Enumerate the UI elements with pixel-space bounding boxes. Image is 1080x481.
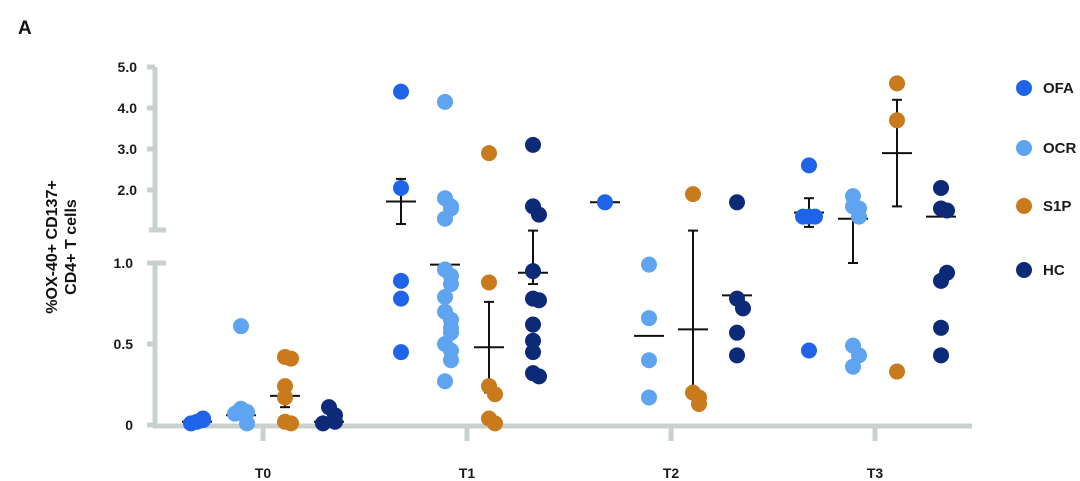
- data-point-hc: [729, 194, 745, 211]
- data-point-hc: [531, 292, 547, 309]
- data-point-ocr: [443, 352, 459, 369]
- data-point-ofa: [183, 415, 199, 432]
- data-point-ocr: [437, 373, 453, 390]
- data-point-ofa: [195, 412, 211, 429]
- data-point-s1p: [889, 112, 905, 129]
- legend-marker-icon: [1016, 80, 1032, 96]
- legend-item-s1p: S1P: [1016, 198, 1071, 215]
- legend-item-ocr: OCR: [1016, 140, 1077, 157]
- y-tick-label: 0: [125, 417, 133, 433]
- data-point-s1p: [487, 415, 503, 432]
- legend-label: OFA: [1043, 80, 1074, 97]
- x-tick-label-t2: T2: [663, 465, 680, 481]
- data-point-ofa: [795, 208, 811, 225]
- y-tick-label: 1.0: [114, 255, 134, 271]
- legend-label: S1P: [1043, 198, 1071, 215]
- data-point-s1p: [481, 274, 497, 291]
- legend-marker-icon: [1016, 198, 1032, 214]
- data-point-s1p: [889, 75, 905, 92]
- data-point-s1p: [283, 350, 299, 367]
- data-point-ocr: [641, 310, 657, 327]
- data-point-s1p: [277, 389, 293, 406]
- data-point-ocr: [437, 210, 453, 227]
- data-point-hc: [525, 316, 541, 333]
- data-point-hc: [933, 319, 949, 336]
- data-point-s1p: [691, 395, 707, 412]
- data-point-hc: [729, 324, 745, 341]
- data-point-ocr: [845, 358, 861, 375]
- data-point-hc: [525, 136, 541, 153]
- data-point-s1p: [481, 145, 497, 162]
- legend-marker-icon: [1016, 140, 1032, 156]
- data-point-ocr: [239, 404, 255, 421]
- data-point-hc: [939, 264, 955, 281]
- data-point-hc: [525, 344, 541, 361]
- data-point-ofa: [393, 179, 409, 196]
- data-point-hc: [939, 202, 955, 219]
- y-tick-label: 0.5: [114, 336, 134, 352]
- y-tick-label: 4.0: [118, 100, 138, 116]
- data-point-ocr: [233, 318, 249, 335]
- y-tick-label: 3.0: [118, 141, 138, 157]
- data-point-s1p: [889, 363, 905, 380]
- legend: OFA OCR S1P HC: [1016, 80, 1077, 279]
- error-bars: [182, 98, 956, 423]
- data-point-ocr: [641, 352, 657, 369]
- data-point-ofa: [393, 83, 409, 100]
- data-point-ocr: [227, 405, 243, 422]
- x-tick-label-t3: T3: [867, 465, 884, 481]
- y-tick-label: 5.0: [118, 59, 138, 75]
- data-point-s1p: [283, 415, 299, 432]
- data-point-s1p: [277, 378, 293, 395]
- legend-marker-icon: [1016, 262, 1032, 278]
- data-point-ocr: [239, 415, 255, 432]
- data-point-hc: [531, 368, 547, 385]
- data-point-ocr: [437, 289, 453, 306]
- legend-item-ofa: OFA: [1016, 80, 1074, 97]
- data-point-hc: [315, 415, 331, 432]
- data-point-ofa: [597, 194, 613, 211]
- data-points: [183, 75, 955, 432]
- data-point-ofa: [393, 344, 409, 361]
- data-point-ofa: [801, 342, 817, 359]
- data-point-hc: [933, 347, 949, 364]
- data-point-hc: [735, 300, 751, 317]
- panel-label: A: [18, 18, 32, 39]
- data-point-ofa: [393, 272, 409, 289]
- data-point-ocr: [437, 93, 453, 110]
- data-point-hc: [933, 179, 949, 196]
- data-point-hc: [525, 332, 541, 349]
- data-point-hc: [729, 347, 745, 364]
- data-point-ocr: [443, 276, 459, 293]
- x-tick-label-t1: T1: [459, 465, 476, 481]
- data-point-ocr: [851, 208, 867, 225]
- legend-label: OCR: [1043, 140, 1077, 157]
- data-point-hc: [525, 263, 541, 280]
- data-point-s1p: [487, 386, 503, 403]
- data-point-hc: [327, 413, 343, 430]
- data-point-hc: [531, 206, 547, 223]
- data-point-ofa: [801, 157, 817, 174]
- y-tick-label: 2.0: [118, 182, 138, 198]
- legend-item-hc: HC: [1016, 262, 1065, 279]
- data-point-s1p: [685, 186, 701, 203]
- data-point-ofa: [393, 290, 409, 307]
- data-point-ocr: [641, 389, 657, 406]
- x-tick-label-t0: T0: [255, 465, 272, 481]
- legend-label: HC: [1043, 262, 1065, 279]
- data-point-ocr: [641, 256, 657, 273]
- data-point-ofa: [807, 208, 823, 225]
